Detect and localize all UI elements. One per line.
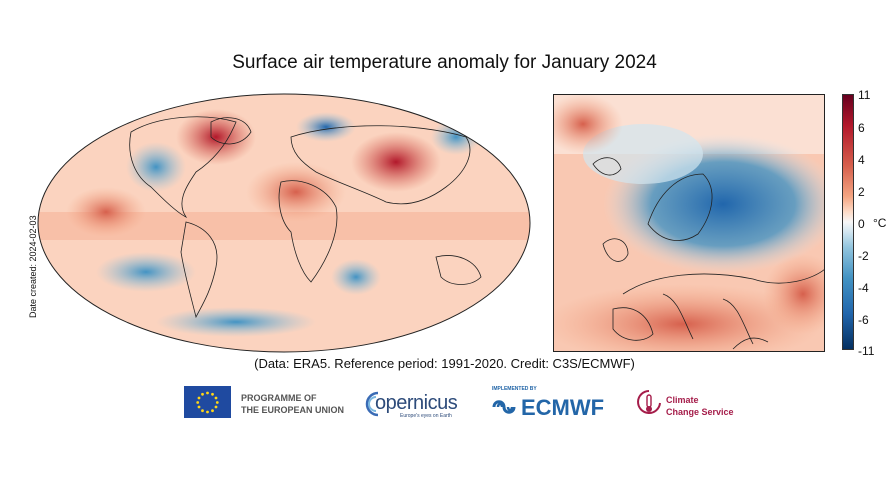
world-anomaly-map [37, 93, 531, 353]
climate-thermometer-icon [637, 390, 661, 414]
ecmwf-wave-icon [492, 400, 516, 414]
eu-flag-icon [184, 386, 231, 418]
copernicus-c-icon [365, 391, 379, 417]
copernicus-tagline: Europe's eyes on Earth [400, 413, 452, 419]
colorbar-tick: -2 [858, 249, 869, 263]
map-title: Surface air temperature anomaly for Janu… [232, 52, 657, 73]
c3s-logo-text: Climate Change Service [666, 395, 734, 417]
ecmwf-implemented-by: IMPLEMENTED BY [492, 386, 537, 392]
colorbar-unit: °C [873, 216, 887, 230]
colorbar-tick: 0 [858, 217, 865, 231]
colorbar-tick: -6 [858, 313, 869, 327]
colorbar-tick: 6 [858, 121, 865, 135]
colorbar-tick: -11 [858, 344, 875, 358]
ecmwf-logo-text: ECMWF [521, 395, 605, 420]
data-credit-caption: (Data: ERA5. Reference period: 1991-2020… [254, 356, 635, 371]
eu-programme-label: PROGRAMME OF THE EUROPEAN UNION [241, 393, 345, 415]
colorbar-tick: 11 [858, 88, 871, 102]
date-created: Date created: 2024-02-03 [28, 215, 38, 318]
colorbar-tick: 2 [858, 185, 865, 199]
europe-anomaly-map [553, 94, 825, 352]
colorbar-tick: 4 [858, 153, 865, 167]
colorbar [842, 94, 854, 350]
colorbar-tick: -4 [858, 281, 869, 295]
copernicus-logo-text: opernicus [375, 392, 458, 414]
